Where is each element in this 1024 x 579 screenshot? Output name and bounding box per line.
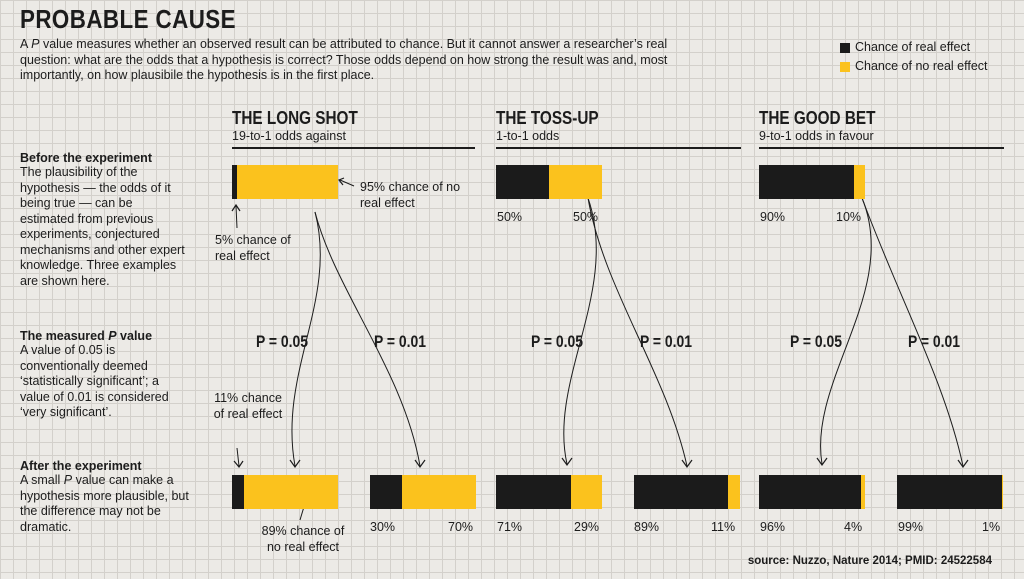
bar-segment-real [759,165,855,199]
column-subtitle: 19-to-1 odds against [232,129,346,143]
bar-label-no-real: 10% [836,210,862,224]
bar-segment-real [496,475,572,509]
column-rule [496,147,741,149]
bar-label-real: 99% [898,520,924,534]
pointer-before-no-real [339,179,355,187]
after-bar-toss-up-p001 [634,475,740,509]
bar-segment-no-real [401,475,476,509]
section-heading: Before the experiment [20,151,152,165]
column-subtitle: 9-to-1 odds in favour [759,129,874,143]
bar-segment-no-real [860,475,865,509]
bar-label-no-real: 70% [448,520,474,534]
bar-segment-real [370,475,402,509]
bar-segment-real [232,475,244,509]
bar-segment-no-real [237,165,338,199]
section-heading: The measured P value [20,329,153,343]
bar-label-no-real: 50% [573,210,599,224]
section-pvalue: The measured P value A value of 0.05 is … [20,329,190,421]
intro-text: A P value measures whether an observed r… [20,37,668,82]
bar-segment-no-real [243,475,338,509]
bar-label-real: 89% [634,520,660,534]
connector-curve [314,211,421,467]
arrowhead [681,459,693,469]
after-bar-good-bet-p005 [759,475,865,509]
after-bar-long-shot-p005 [232,475,338,509]
column-long-shot: THE LONG SHOT 19-to-1 odds against [232,108,475,149]
legend-item-real: Chance of real effect [840,38,988,57]
p-value-label: P = 0.01 [374,332,427,351]
p-value-label: P = 0.05 [256,332,309,351]
column-title: THE TOSS-UP [496,108,599,128]
section-after: After the experiment A small P value can… [20,459,190,535]
after-bar-toss-up-p005 [496,475,602,509]
arrowhead [338,177,345,186]
legend-swatch-real [840,42,850,53]
column-rule [232,147,475,149]
pointer-before-real [235,205,238,229]
section-text: The plausibility of the hypothesis — the… [20,165,185,288]
after-bar-long-shot-p001 [370,475,476,509]
bar-segment-no-real [571,475,602,509]
section-before: Before the experiment The plausibility o… [20,151,190,289]
p-value-label: P = 0.01 [908,332,961,351]
page-title: PROBABLE CAUSE [20,4,236,34]
arrowhead [561,457,573,467]
before-bar-toss-up [496,165,602,199]
bar-segment-real [232,165,238,199]
annotation-after-real: 11% chance of real effect [213,391,283,421]
section-heading: After the experiment [20,459,142,473]
pointer-after-real [236,447,240,467]
bar-label-no-real: 11% [711,520,736,534]
p-value-label: P = 0.05 [531,332,584,351]
connector-curve [291,211,321,467]
annotation-before-no-real: 95% chance of no real effect [360,180,461,210]
section-text: A value of 0.05 is conventionally deemed… [20,343,169,419]
bar-label-no-real: 1% [982,520,1001,534]
connector-curve [587,197,688,467]
column-rule [759,147,1004,149]
annotation-after-no-real: 89% chance of no real effect [261,524,345,554]
arrowhead [231,203,241,212]
legend-swatch-no-real [840,61,850,72]
legend: Chance of real effect Chance of no real … [840,38,988,76]
section-text: A small P value can make a hypothesis mo… [20,473,189,534]
column-title: THE GOOD BET [759,108,876,128]
column-subtitle: 1-to-1 odds [496,129,560,143]
column-title: THE LONG SHOT [232,108,358,128]
bar-segment-no-real [728,475,740,509]
bar-label-real: 30% [370,520,396,534]
legend-item-no-real: Chance of no real effect [840,57,988,76]
bar-segment-no-real [549,165,602,199]
before-bar-long-shot [232,165,338,199]
source-credit: source: Nuzzo, Nature 2014; PMID: 245225… [747,555,992,567]
p-value-label: P = 0.01 [640,332,693,351]
bar-segment-real [634,475,729,509]
bar-label-no-real: 29% [574,520,600,534]
connector-curve [820,197,872,465]
bar-label-real: 50% [497,210,523,224]
arrowhead [957,459,969,469]
after-bar-good-bet-p001 [897,475,1003,509]
before-bar-good-bet [759,165,865,199]
bar-segment-no-real [1001,475,1003,509]
bar-segment-no-real [854,165,865,199]
connector-curve [563,197,597,465]
column-good-bet: THE GOOD BET 9-to-1 odds in favour [759,108,1004,149]
bar-segment-real [759,475,861,509]
bar-label-real: 96% [760,520,786,534]
arrowhead [233,460,244,469]
arrowhead [289,459,301,469]
bar-label-real: 71% [497,520,523,534]
arrowhead [414,459,426,469]
annotation-before-real: 5% chance of real effect [215,233,291,263]
column-toss-up: THE TOSS-UP 1-to-1 odds [496,108,741,149]
bar-label-no-real: 4% [844,520,863,534]
bar-label-real: 90% [760,210,786,224]
bar-segment-real [897,475,1002,509]
bar-segment-real [496,165,549,199]
arrowhead [816,457,828,467]
connector-curve [861,197,964,467]
p-value-label: P = 0.05 [790,332,843,351]
